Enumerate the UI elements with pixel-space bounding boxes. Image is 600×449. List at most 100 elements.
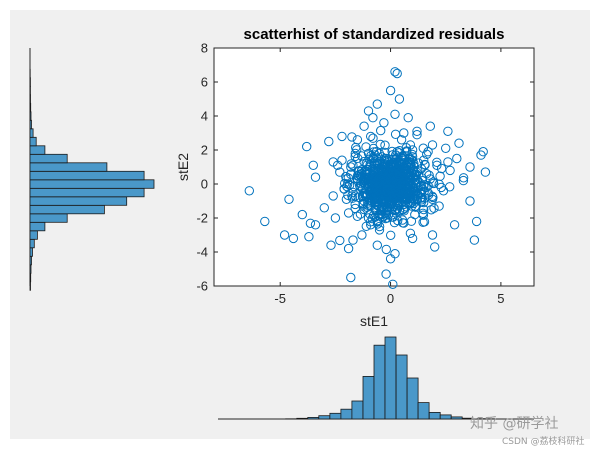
bottom-hist-bar bbox=[307, 416, 320, 420]
left-hist-bar bbox=[29, 255, 32, 266]
scatter-point bbox=[425, 121, 435, 131]
scatter-point bbox=[357, 191, 368, 201]
scatter-point bbox=[330, 213, 341, 223]
scatter-point bbox=[423, 180, 433, 191]
scatter-point bbox=[375, 139, 385, 150]
scatter-point bbox=[394, 146, 405, 156]
scatter-point bbox=[412, 126, 422, 137]
scatter-point bbox=[465, 162, 475, 172]
scatter-point bbox=[404, 178, 414, 189]
scatter-point bbox=[359, 156, 369, 167]
left-hist-bar bbox=[29, 281, 31, 291]
scatter-point bbox=[284, 194, 294, 205]
scatter-point bbox=[417, 176, 428, 186]
scatter-point bbox=[380, 140, 390, 150]
scatter-point bbox=[443, 126, 453, 137]
scatter-point bbox=[328, 191, 338, 201]
scatter-point bbox=[288, 233, 299, 244]
scatter-point bbox=[358, 184, 368, 194]
scatter-point bbox=[412, 130, 422, 140]
left-hist-bar bbox=[29, 213, 68, 223]
scatter-point bbox=[424, 190, 434, 200]
scatter-point bbox=[381, 244, 391, 255]
scatter-point bbox=[445, 165, 455, 176]
scatter-point bbox=[452, 153, 462, 164]
scatter-point bbox=[304, 232, 314, 242]
scatter-point bbox=[356, 166, 367, 177]
scatter-point bbox=[393, 164, 403, 175]
scatter-point bbox=[394, 94, 405, 104]
left-hist-bar bbox=[29, 187, 145, 198]
chart-title: scatterhist of standardized residuals bbox=[244, 26, 505, 43]
x-axis-label: stE1 bbox=[360, 313, 388, 329]
left-hist-bar bbox=[29, 119, 32, 130]
scatter-point bbox=[409, 159, 419, 169]
scatter-point bbox=[279, 230, 290, 240]
scatter-point bbox=[376, 125, 386, 136]
scatter-point bbox=[410, 201, 420, 211]
scatter-point bbox=[392, 68, 402, 79]
y-axis-label: stE2 bbox=[175, 153, 191, 181]
watermark-zhihu: 知乎 @研学社 bbox=[470, 416, 559, 432]
left-hist-bar bbox=[29, 272, 32, 283]
y-tick-label: -4 bbox=[196, 245, 208, 260]
scatter-points bbox=[244, 67, 491, 289]
left-hist-bar bbox=[29, 162, 108, 172]
scatter-point bbox=[375, 181, 385, 191]
scatter-point bbox=[476, 150, 486, 160]
scatter-point bbox=[419, 155, 429, 165]
scatter-point bbox=[385, 85, 396, 96]
scatter-point bbox=[297, 209, 307, 220]
scatter-point bbox=[348, 160, 358, 171]
scatter-point bbox=[429, 203, 439, 213]
scatter-point bbox=[343, 243, 354, 254]
bottom-hist-bar bbox=[384, 336, 397, 420]
y-tick-label: -2 bbox=[196, 211, 208, 226]
scatter-point bbox=[374, 225, 385, 235]
scatter-point bbox=[418, 208, 428, 219]
left-hist-bar bbox=[29, 102, 32, 113]
scatter-point bbox=[359, 121, 369, 131]
scatter-point bbox=[405, 158, 415, 168]
scatter-point bbox=[357, 230, 367, 240]
scatter-point bbox=[434, 201, 444, 211]
scatter-point bbox=[308, 160, 318, 171]
scatter-point bbox=[480, 167, 491, 177]
bottom-hist-bar bbox=[439, 414, 452, 420]
left-hist-bar bbox=[29, 136, 37, 147]
scatter-point bbox=[368, 170, 379, 181]
scatter-point bbox=[340, 178, 350, 189]
scatter-point bbox=[369, 159, 379, 169]
left-hist-bar bbox=[29, 128, 34, 138]
scatter-point bbox=[465, 196, 475, 206]
scatter-point bbox=[387, 146, 397, 157]
scatter-point bbox=[449, 220, 460, 230]
scatter-point bbox=[366, 220, 376, 230]
scatter-point bbox=[350, 151, 360, 162]
x-tick-label: 5 bbox=[497, 291, 504, 306]
scatter-point bbox=[386, 175, 396, 185]
scatter-point bbox=[471, 216, 482, 227]
scatter-point bbox=[390, 249, 400, 259]
y-tick-label: 6 bbox=[201, 75, 208, 90]
scatter-point bbox=[367, 164, 378, 174]
scatter-point bbox=[357, 151, 367, 161]
scatter-point bbox=[424, 170, 434, 180]
bottom-marginal-histogram bbox=[218, 336, 534, 420]
scatter-point bbox=[379, 118, 389, 128]
bottom-hist-bar bbox=[362, 375, 375, 420]
scatter-point bbox=[310, 172, 321, 182]
scatter-point bbox=[386, 230, 396, 241]
scatter-point bbox=[390, 129, 401, 140]
left-hist-bar bbox=[29, 111, 32, 121]
scatter-point bbox=[412, 195, 422, 205]
scatter-point bbox=[353, 192, 363, 203]
scatter-point bbox=[368, 133, 378, 143]
scatter-point bbox=[420, 160, 430, 170]
scatter-point bbox=[445, 182, 455, 192]
scatter-point bbox=[407, 145, 418, 155]
scatter-point bbox=[390, 185, 401, 196]
scatter-point bbox=[407, 233, 418, 244]
bottom-hist-bar bbox=[450, 416, 463, 420]
scatter-point bbox=[393, 215, 403, 226]
